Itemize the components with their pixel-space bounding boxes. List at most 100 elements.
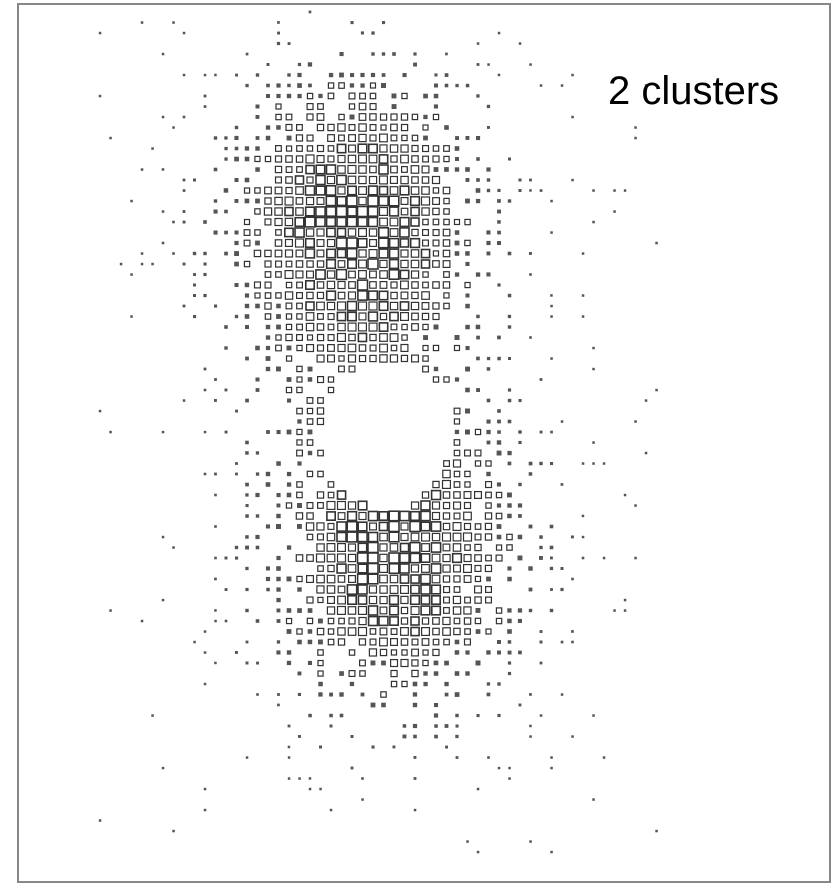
- density-square: [518, 178, 522, 182]
- density-square: [308, 787, 312, 791]
- density-square: [348, 649, 356, 656]
- density-square: [276, 314, 281, 319]
- density-square: [420, 196, 431, 206]
- density-square: [420, 573, 431, 585]
- density-square: [214, 525, 217, 528]
- density-square: [276, 303, 281, 309]
- density-square: [256, 661, 259, 665]
- density-square: [433, 660, 439, 666]
- density-square: [274, 165, 283, 174]
- density-square: [274, 186, 283, 195]
- density-square: [295, 270, 304, 279]
- density-square: [316, 239, 325, 248]
- density-square: [381, 660, 386, 666]
- density-square: [420, 605, 431, 616]
- density-square: [243, 239, 251, 247]
- density-square: [316, 301, 325, 311]
- density-square: [409, 520, 421, 533]
- density-square: [287, 756, 291, 759]
- density-square: [444, 73, 449, 77]
- density-square: [193, 294, 196, 297]
- density-square: [377, 227, 390, 239]
- density-square: [517, 503, 523, 508]
- density-square: [315, 206, 326, 217]
- density-square: [400, 249, 409, 258]
- density-square: [274, 249, 283, 258]
- density-square: [444, 660, 449, 666]
- density-square: [359, 670, 366, 677]
- density-square: [388, 520, 400, 533]
- density-square: [592, 346, 595, 350]
- density-square: [442, 627, 451, 636]
- density-square: [224, 619, 228, 623]
- density-square: [325, 206, 337, 217]
- density-square: [431, 574, 441, 584]
- density-square: [360, 72, 365, 78]
- density-square: [401, 334, 408, 341]
- density-square: [161, 766, 165, 770]
- density-square: [284, 249, 294, 258]
- density-square: [389, 543, 399, 552]
- density-square: [463, 563, 473, 573]
- density-square: [367, 605, 379, 616]
- density-square: [213, 209, 218, 214]
- density-square: [369, 102, 377, 111]
- density-square: [430, 563, 442, 574]
- density-square: [497, 335, 501, 340]
- density-square: [203, 73, 207, 77]
- density-square: [485, 502, 492, 509]
- density-square: [245, 482, 249, 487]
- density-square: [378, 154, 389, 164]
- density-square: [485, 491, 492, 499]
- density-square: [400, 113, 409, 121]
- density-square: [410, 564, 420, 573]
- density-square: [296, 145, 303, 152]
- density-square: [463, 575, 472, 584]
- density-square: [296, 344, 303, 352]
- density-square: [443, 638, 450, 646]
- density-square: [140, 252, 144, 255]
- density-square: [348, 270, 356, 279]
- density-square: [327, 145, 335, 152]
- density-square: [264, 302, 272, 310]
- density-square: [243, 187, 251, 194]
- density-square: [379, 343, 389, 353]
- density-square: [161, 241, 165, 245]
- density-square: [581, 556, 585, 560]
- density-square: [244, 156, 250, 162]
- density-square: [296, 439, 303, 446]
- density-square: [224, 430, 228, 434]
- density-square: [347, 343, 357, 353]
- density-square: [465, 429, 470, 435]
- density-square: [337, 280, 346, 290]
- density-square: [486, 104, 491, 109]
- density-square: [400, 343, 409, 353]
- density-square: [286, 545, 292, 550]
- density-square: [326, 511, 336, 521]
- density-square: [412, 692, 418, 697]
- density-square: [305, 228, 315, 237]
- density-square: [571, 73, 574, 77]
- density-square: [379, 543, 388, 552]
- density-square: [401, 166, 408, 173]
- density-square: [336, 143, 347, 154]
- density-square: [297, 83, 302, 88]
- density-square: [388, 605, 400, 616]
- density-square: [306, 113, 314, 121]
- density-square: [455, 83, 459, 88]
- density-square: [486, 419, 491, 424]
- density-square: [518, 440, 522, 445]
- density-square: [412, 681, 418, 687]
- density-square: [295, 260, 304, 268]
- density-square: [497, 73, 501, 77]
- density-square: [234, 178, 239, 182]
- density-square: [421, 176, 430, 184]
- density-square: [327, 617, 335, 625]
- density-square: [422, 365, 430, 373]
- density-square: [307, 450, 313, 456]
- density-square: [506, 533, 513, 541]
- density-square: [518, 42, 522, 45]
- density-square: [346, 185, 357, 196]
- density-square: [276, 608, 281, 613]
- density-square: [316, 113, 325, 121]
